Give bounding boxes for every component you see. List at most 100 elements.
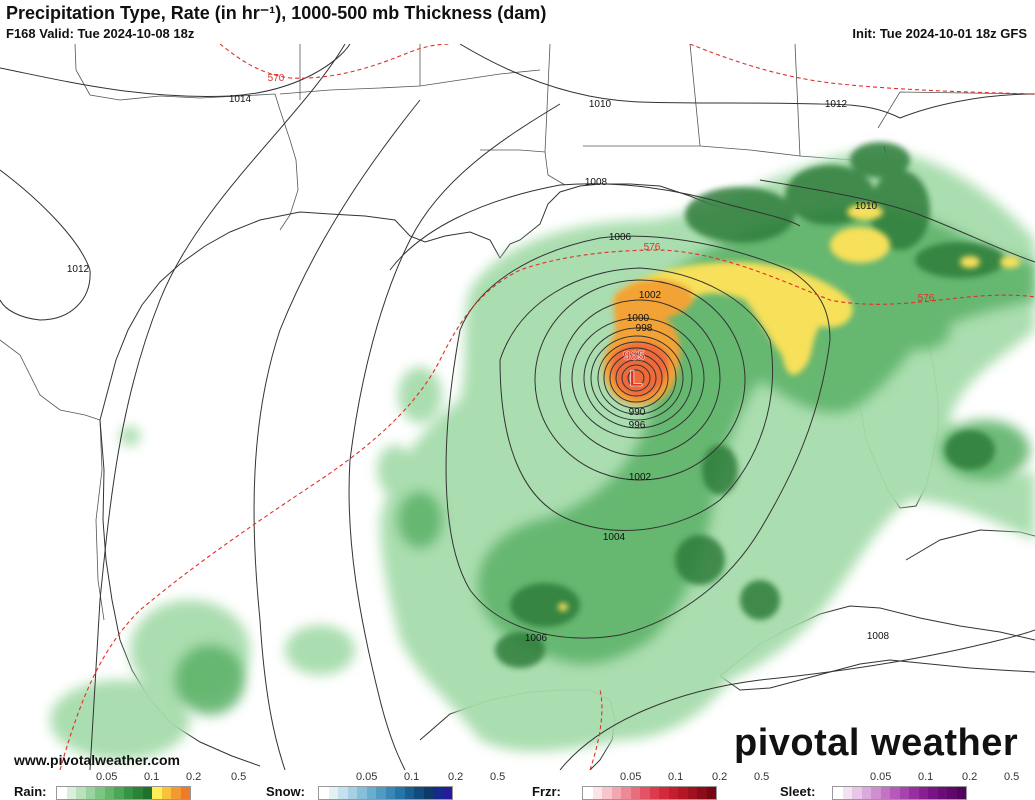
legend-swatch: [66, 787, 76, 799]
legend-swatch: [583, 787, 593, 799]
legend-swatch: [104, 787, 114, 799]
legend-swatch: [687, 787, 697, 799]
legend-swatch: [659, 787, 669, 799]
legend-swatch: [621, 787, 631, 799]
legend-snow-tick: 0.5: [490, 771, 506, 783]
isobar-label-1002-south: 1002: [629, 472, 652, 483]
legend-swatch: [880, 787, 890, 799]
isobar-label-1004: 1004: [603, 532, 626, 543]
legend-swatch: [57, 787, 67, 799]
legend-swatch: [95, 787, 105, 799]
legend-snow-ticks: 0.05 0.1 0.2 0.5: [318, 771, 518, 784]
legend-swatch: [640, 787, 650, 799]
isobar-label-996: 996: [629, 420, 646, 431]
legend-swatch: [871, 787, 881, 799]
rain-heavy-field: [495, 142, 1005, 668]
legend-swatch: [123, 787, 133, 799]
legend-swatch: [956, 787, 966, 799]
legend-sleet-tick: 0.05: [870, 771, 892, 783]
legend-swatch: [890, 787, 900, 799]
legend-sleet-tick: 0.1: [918, 771, 934, 783]
legend-swatch: [937, 787, 947, 799]
isobars: [0, 44, 1035, 770]
legend-frzr-colorbar: [582, 786, 717, 800]
legend-swatch: [76, 787, 86, 799]
isobar-label-1010-florida: 1010: [855, 201, 878, 212]
legend-swatch: [706, 787, 716, 799]
legend-swatch: [114, 787, 124, 799]
legend-swatch: [442, 787, 452, 799]
legend-snow-tick: 0.05: [356, 771, 378, 783]
legend-snow-tick: 0.1: [404, 771, 420, 783]
low-pressure-value: 965: [623, 348, 645, 363]
legend-swatch: [338, 787, 348, 799]
legend-swatch: [649, 787, 659, 799]
weather-map[interactable]: 1014 1012 1010 1012 1008 1010 1006 1002 …: [0, 44, 1035, 770]
map-title: Precipitation Type, Rate (in hr⁻¹), 1000…: [6, 3, 547, 23]
legend: Rain: 0.05 0.1 0.2 0.5 Snow: 0.05 0.1 0.…: [0, 770, 1035, 800]
init-time: Init: Tue 2024-10-01 18z GFS: [852, 26, 1027, 41]
rain-orange-core: [602, 279, 693, 405]
legend-swatch: [947, 787, 957, 799]
legend-snow-tick: 0.2: [448, 771, 464, 783]
isobar-label-1012-west: 1012: [67, 264, 90, 275]
legend-rain-label: Rain:: [14, 784, 47, 799]
legend-swatch: [899, 787, 909, 799]
legend-sleet-ticks: 0.05 0.1 0.2 0.5: [832, 771, 1032, 784]
legend-swatch: [328, 787, 338, 799]
legend-swatch: [171, 787, 181, 799]
isobar-labels: 1014 1012 1010 1012 1008 1010 1006 1002 …: [67, 94, 890, 644]
brand-logo: pivotal weather: [734, 722, 1019, 764]
legend-swatch: [319, 787, 329, 799]
legend-frzr-tick: 0.5: [754, 771, 770, 783]
isobar-label-1006-north: 1006: [609, 232, 632, 243]
isobar-label-1002-north: 1002: [639, 290, 662, 301]
legend-swatch: [918, 787, 928, 799]
legend-swatch: [423, 787, 433, 799]
legend-frzr-tick: 0.1: [668, 771, 684, 783]
low-pressure-symbol: L: [629, 366, 642, 391]
legend-swatch: [909, 787, 919, 799]
map-canvas: 1014 1012 1010 1012 1008 1010 1006 1002 …: [0, 44, 1035, 770]
isobar-label-1008-cuba: 1008: [867, 631, 890, 642]
legend-swatch: [928, 787, 938, 799]
isobar-label-1000: 1000: [627, 313, 650, 324]
legend-swatch: [404, 787, 414, 799]
thickness-labels: 570 576 576: [268, 73, 935, 304]
legend-swatch: [180, 787, 190, 799]
legend-snow-label: Snow:: [266, 784, 305, 799]
legend-swatch: [668, 787, 678, 799]
isobar-label-1010-north: 1010: [589, 99, 612, 110]
legend-swatch: [357, 787, 367, 799]
legend-swatch: [414, 787, 424, 799]
legend-swatch: [602, 787, 612, 799]
legend-rain-tick: 0.2: [186, 771, 202, 783]
legend-sleet-colorbar: [832, 786, 967, 800]
map-header: Precipitation Type, Rate (in hr⁻¹), 1000…: [0, 0, 1035, 44]
legend-swatch: [861, 787, 871, 799]
thickness-contours: [59, 44, 1035, 770]
legend-swatch: [678, 787, 688, 799]
legend-sleet-tick: 0.2: [962, 771, 978, 783]
legend-swatch: [347, 787, 357, 799]
legend-frzr-tick: 0.2: [712, 771, 728, 783]
legend-frzr-ticks: 0.05 0.1 0.2 0.5: [582, 771, 782, 784]
thickness-label-576-east: 576: [918, 293, 935, 304]
legend-rain-colorbar: [56, 786, 191, 800]
low-pressure-center: 965 L: [623, 348, 645, 392]
legend-rain-tick: 0.05: [96, 771, 118, 783]
legend-swatch: [833, 787, 843, 799]
legend-swatch: [376, 787, 386, 799]
website-url: www.pivotalweather.com: [14, 752, 180, 768]
isobar-label-990: 990: [629, 407, 646, 418]
isobar-label-1012-northeast: 1012: [825, 99, 848, 110]
isobar-label-1008-coast: 1008: [585, 177, 608, 188]
isobar-label-998: 998: [636, 323, 653, 334]
isobar-label-1014: 1014: [229, 94, 252, 105]
legend-swatch: [842, 787, 852, 799]
legend-swatch: [366, 787, 376, 799]
legend-swatch: [852, 787, 862, 799]
legend-swatch: [161, 787, 171, 799]
thickness-label-576-west: 576: [644, 242, 661, 253]
legend-swatch: [85, 787, 95, 799]
